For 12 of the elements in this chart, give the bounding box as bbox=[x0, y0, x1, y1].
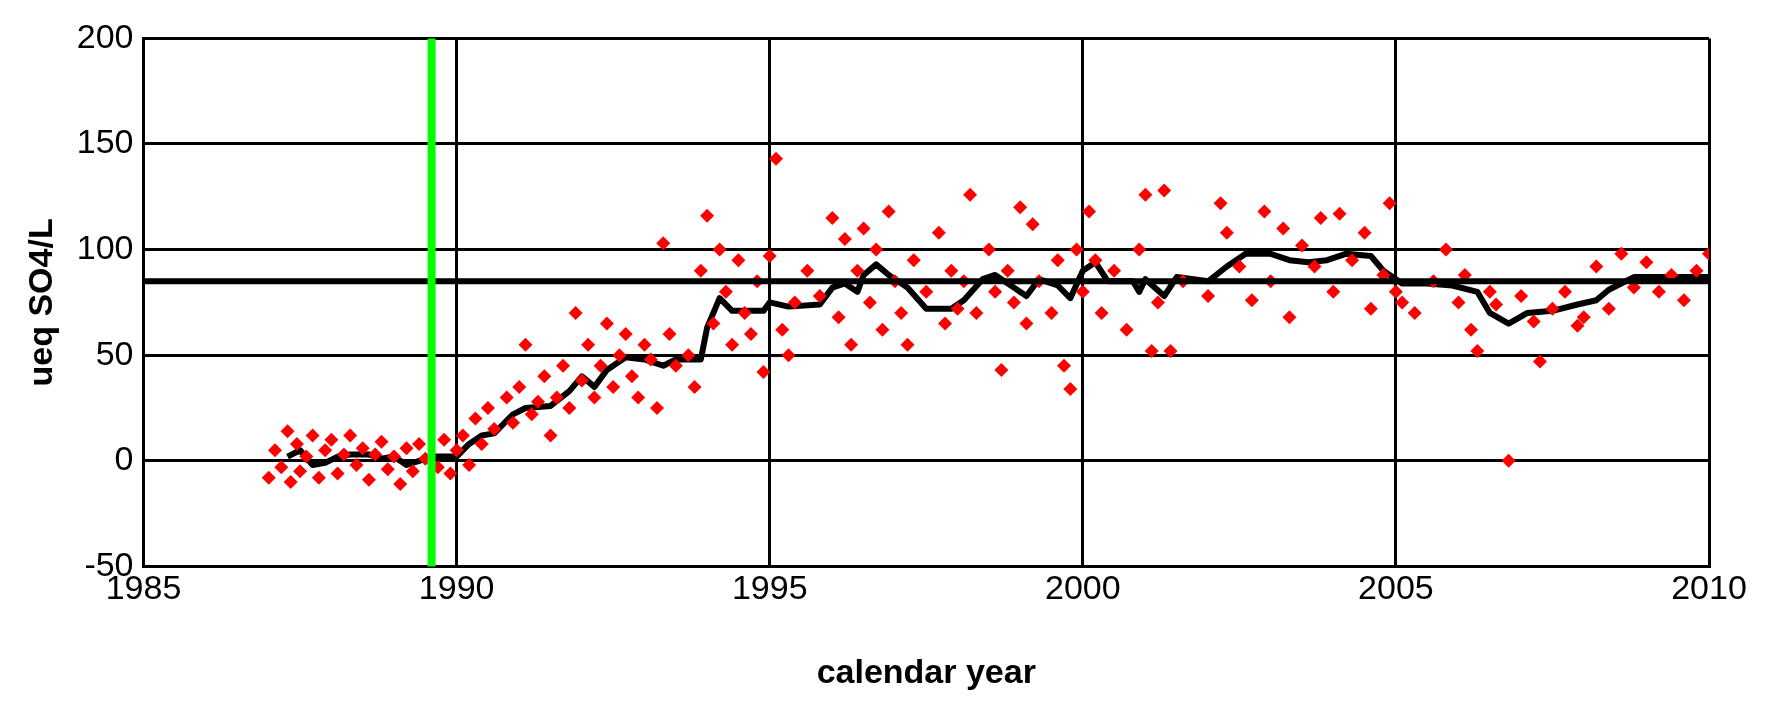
y-tick-label: 50 bbox=[95, 333, 134, 372]
x-axis-title: calendar year bbox=[816, 651, 1036, 690]
x-tick-label: 2000 bbox=[1044, 568, 1121, 607]
x-tick-label: 1995 bbox=[731, 568, 808, 607]
x-tick-label: 2010 bbox=[1671, 568, 1747, 607]
x-tick-label: 1990 bbox=[418, 568, 495, 607]
y-tick-label: 150 bbox=[76, 122, 134, 161]
y-axis-title: ueq SO4/L bbox=[20, 218, 59, 387]
y-tick-label: 0 bbox=[114, 439, 134, 478]
y-tick-label: 100 bbox=[76, 227, 134, 266]
y-tick-label: 200 bbox=[76, 16, 134, 55]
x-tick-label: 2005 bbox=[1358, 568, 1434, 607]
